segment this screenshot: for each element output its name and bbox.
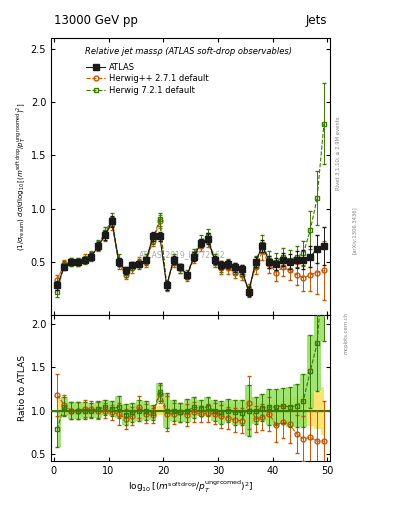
Y-axis label: $(1/\sigma_{\rm resum})$ $d\sigma/d\log_{10}[(m^{\rm soft\,drop}/p_T^{\rm ungroo: $(1/\sigma_{\rm resum})$ $d\sigma/d\log_… [15,102,28,251]
Legend: ATLAS, Herwig++ 2.7.1 default, Herwig 7.2.1 default: ATLAS, Herwig++ 2.7.1 default, Herwig 7.… [83,59,212,98]
Text: mcplots.cern.ch: mcplots.cern.ch [344,312,349,354]
Text: Jets: Jets [306,14,327,27]
Text: 13000 GeV pp: 13000 GeV pp [54,14,138,27]
Text: [arXiv:1306.3436]: [arXiv:1306.3436] [352,206,357,254]
Text: Relative jet massρ (ATLAS soft-drop observables): Relative jet massρ (ATLAS soft-drop obse… [84,47,292,56]
Text: Rivet 3.1.10; ≥ 2.9M events: Rivet 3.1.10; ≥ 2.9M events [336,117,341,190]
X-axis label: $\log_{10}[(m^{\rm soft\,drop}/p_T^{\rm ungroomed})^2]$: $\log_{10}[(m^{\rm soft\,drop}/p_T^{\rm … [128,478,253,495]
Text: ATLAS_2019_I1772362: ATLAS_2019_I1772362 [139,250,226,259]
Y-axis label: Ratio to ATLAS: Ratio to ATLAS [18,355,27,421]
